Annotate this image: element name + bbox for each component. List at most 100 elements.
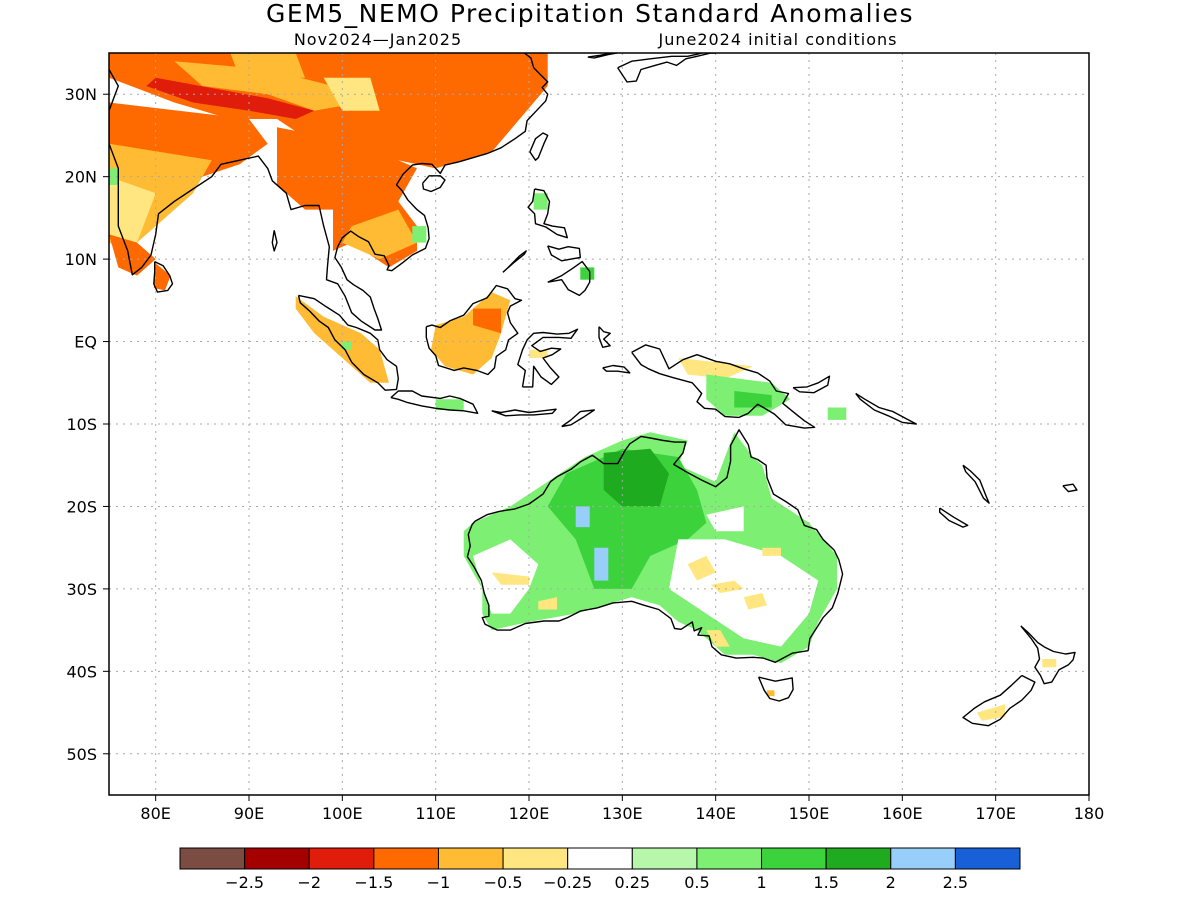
colorbar-label: −1 — [427, 873, 451, 892]
lat-tick-label: 30N — [65, 85, 97, 104]
coastline-hainan — [421, 175, 446, 193]
coastline-australia — [466, 429, 844, 663]
coastline-solomons — [855, 392, 917, 425]
coastline-visayas — [547, 245, 581, 262]
colorbar-label: −2.5 — [225, 873, 264, 892]
colorbar-swatch — [761, 847, 827, 870]
colorbar-label: 2 — [886, 873, 896, 892]
lat-tick-label: EQ — [74, 333, 97, 352]
anomaly-region-seasia-light — [342, 209, 417, 260]
chart-subtitle-period: Nov2024—Jan2025 — [294, 30, 462, 49]
lon-tick-label: 160E — [882, 804, 923, 823]
lon-tick-label: 170E — [975, 804, 1016, 823]
anomaly-region-aus-yellow5 — [762, 547, 781, 556]
anomaly-region-himalaya — [146, 77, 315, 119]
colorbar-swatch — [954, 847, 1021, 870]
colorbar-label: 2.5 — [943, 873, 968, 892]
colorbar-label: 0.25 — [614, 873, 650, 892]
colorbar-swatch — [567, 847, 633, 870]
anomaly-region-png-green-dark — [734, 391, 772, 408]
anomaly-region-tas-orange — [767, 690, 775, 697]
anomaly-region-luzon-green — [533, 193, 548, 210]
anomaly-region-nz-yellow2 — [1042, 659, 1057, 668]
coastline-japan — [617, 53, 717, 83]
colorbar-swatch — [308, 847, 375, 870]
anomaly-region-srilanka — [153, 263, 171, 291]
latitude-labels: 30N 20N 10N EQ 10S 20S 30S 40S 50S — [65, 85, 109, 764]
coastline-sulawesi — [517, 328, 579, 388]
coastline-halmahera — [598, 326, 611, 348]
colorbar-swatch — [696, 847, 763, 870]
coastline-newcaledonia — [939, 507, 969, 528]
anomaly-region-aus-yellow2 — [687, 555, 716, 581]
coastline-luzon — [527, 188, 568, 239]
coastline-nz-north — [1020, 625, 1076, 685]
colorbar-label: 0.5 — [684, 873, 709, 892]
anomaly-region-java-green — [435, 399, 464, 410]
anomaly-region-aus-green2 — [547, 448, 707, 589]
lon-tick-label: 130E — [602, 804, 643, 823]
colorbar-swatch — [244, 847, 310, 870]
anomaly-region-india-yellow — [109, 176, 156, 243]
anomaly-region-aus-green3 — [603, 448, 669, 507]
coastline-asia-mainland — [109, 53, 549, 331]
lat-tick-label: 10N — [65, 250, 97, 269]
coastline-taiwan — [529, 132, 549, 161]
coastline-sumatra — [297, 294, 399, 391]
anomaly-region-tibet-pale — [174, 61, 361, 111]
anomaly-region-aus-yellow6 — [538, 597, 557, 610]
anomaly-region-borneo-orange — [473, 308, 501, 334]
lat-tick-label: 10S — [66, 415, 97, 434]
colorbar-swatch — [179, 847, 246, 870]
coastline-andaman — [271, 230, 278, 252]
anomaly-region-aus-yellow1 — [491, 572, 529, 585]
coastline-borneo — [425, 284, 523, 376]
colorbar-label: −1.5 — [354, 873, 393, 892]
anomaly-region-borneo — [431, 292, 511, 375]
anomaly-region-sulawesi-yellow — [529, 349, 548, 358]
anomaly-region-aus-yellow3 — [711, 580, 744, 593]
anomaly-region-aus-yellow4 — [743, 593, 767, 610]
colorbar-swatch — [373, 847, 439, 870]
anomaly-region-india-green — [109, 168, 119, 185]
anomaly-region-aus-yellow7 — [706, 630, 730, 647]
anomaly-region-sumatra-green — [342, 341, 352, 350]
chart-subtitle-initial-conditions: June2024 initial conditions — [657, 30, 897, 49]
coastline-fiji — [1062, 483, 1078, 493]
lon-tick-label: 140E — [695, 804, 736, 823]
anomaly-region-vietnam-green — [412, 226, 427, 243]
anomaly-region-aus-blue1 — [575, 506, 590, 528]
lat-tick-label: 20N — [65, 168, 97, 187]
coastline-newguinea — [631, 344, 816, 429]
lon-tick-label: 180 — [1074, 804, 1105, 823]
map-gridlines — [109, 53, 1089, 795]
colorbar-swatch — [825, 847, 892, 870]
coastline-vanuatu — [962, 464, 990, 504]
colorbar-label: 1 — [756, 873, 766, 892]
lat-tick-label: 40S — [66, 662, 97, 681]
anomaly-region-china-patch — [230, 53, 305, 78]
anomaly-shading — [109, 53, 1057, 721]
coastline-palawan — [502, 250, 527, 273]
anomaly-region-solomon-green — [827, 407, 847, 420]
coastline-mindanao — [547, 260, 591, 297]
lat-tick-label: 20S — [66, 497, 97, 516]
anomaly-region-mindanao-green — [580, 267, 595, 280]
coastline-srilanka — [153, 260, 174, 293]
lon-tick-label: 100E — [322, 804, 363, 823]
anomaly-region-aus-blue2 — [594, 547, 609, 581]
longitude-labels: 80E 90E 100E 110E 120E 130E 140E 150E 160E 170E 18… — [140, 795, 1104, 823]
anomaly-region-sumatra — [295, 296, 389, 383]
coastline-flores — [491, 408, 557, 417]
colorbar-legend: −2.5 −2 −1.5 −1 −0.5 −0.25 0.25 0.5 1 1.5 2 2.5 — [179, 847, 1021, 892]
anomaly-region-tibet-patch — [323, 77, 380, 111]
coastlines — [109, 53, 1078, 727]
anomaly-region-tas — [758, 677, 793, 701]
anomaly-region-aus-white-ne — [706, 506, 744, 532]
coastline-newbritain — [792, 375, 831, 394]
colorbar-label: −0.25 — [543, 873, 592, 892]
coastline-tasmania — [757, 676, 794, 702]
coastline-korea — [587, 53, 618, 59]
